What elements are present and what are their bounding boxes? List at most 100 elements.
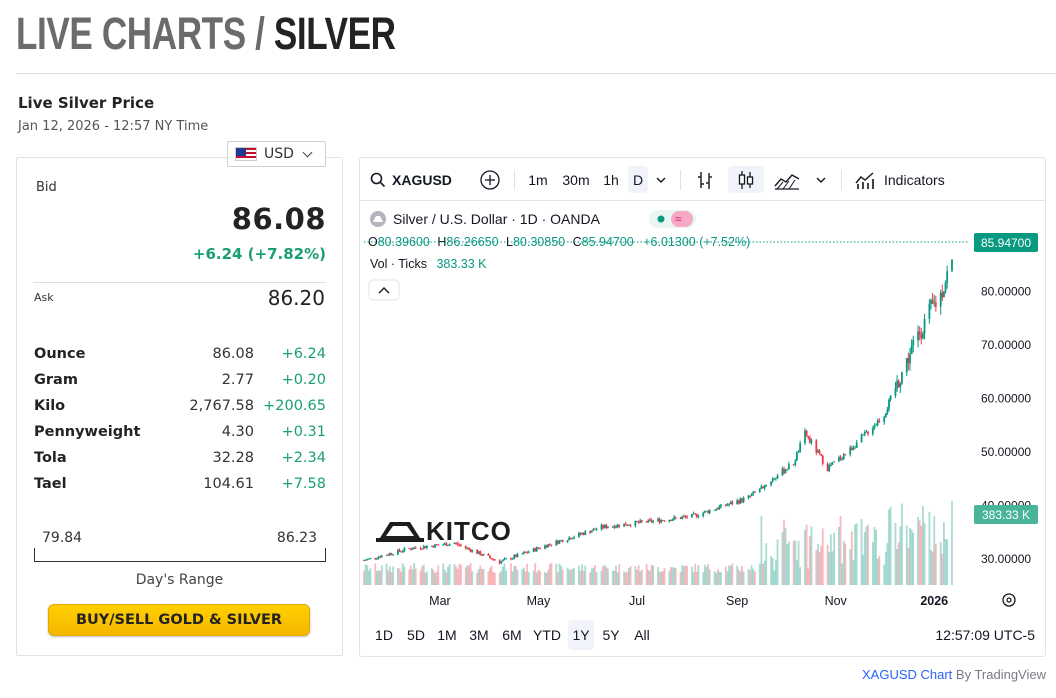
candle-body — [897, 380, 900, 388]
volume-bar — [424, 572, 427, 585]
candle-body — [841, 458, 844, 460]
range-5d[interactable]: 5D — [407, 627, 425, 643]
symbol-label: XAGUSD — [392, 171, 452, 188]
volume-bar — [841, 563, 844, 585]
range-ytd[interactable]: YTD — [533, 627, 561, 643]
candle-body — [566, 540, 569, 543]
page-title-metal: SILVER — [273, 8, 396, 59]
candle-body — [489, 555, 491, 558]
volume-bar — [500, 570, 503, 585]
candle-body — [716, 508, 719, 510]
unit-price: 86.08 — [212, 346, 254, 362]
range-1d[interactable]: 1D — [375, 627, 393, 643]
volume-bar — [750, 565, 753, 585]
buy-sell-button[interactable]: BUY/SELL GOLD & SILVER — [48, 604, 310, 636]
candle-body — [432, 545, 435, 548]
interval-d[interactable]: D — [628, 166, 648, 193]
range-6m[interactable]: 6M — [502, 627, 522, 643]
unit-price: 32.28 — [212, 450, 254, 466]
unit-price: 2,767.58 — [189, 398, 254, 414]
candle-body — [850, 447, 853, 451]
candle-body — [821, 455, 824, 464]
volume-bar — [862, 554, 865, 585]
collapse-legend-button[interactable] — [368, 279, 400, 301]
settings-button[interactable] — [1002, 593, 1016, 607]
range-5y[interactable]: 5Y — [602, 627, 620, 643]
volume-bar — [933, 516, 936, 585]
range-all[interactable]: All — [634, 627, 650, 643]
chart-style-dropdown[interactable] — [810, 166, 832, 193]
volume-bar — [471, 571, 474, 585]
volume-bar — [605, 567, 608, 585]
candle-body — [634, 520, 637, 526]
candle-body — [815, 440, 818, 453]
candle-body — [718, 506, 721, 510]
indicators-button[interactable]: Indicators — [850, 166, 960, 193]
range-1m[interactable]: 1M — [437, 627, 457, 643]
candle-body — [674, 516, 677, 518]
volume-bar — [647, 569, 650, 585]
candle-body — [679, 517, 682, 519]
volume-bar — [558, 563, 561, 585]
candle-body — [364, 560, 367, 561]
volume-bar — [487, 571, 490, 585]
chevron-down-icon — [302, 147, 313, 157]
volume-bar — [547, 569, 550, 585]
chevron-up-icon — [378, 287, 390, 294]
compare-symbol-button[interactable] — [475, 166, 505, 193]
candle-body — [649, 519, 651, 521]
candle-body — [875, 424, 877, 426]
interval-dropdown[interactable] — [650, 166, 672, 193]
volume-bar — [694, 563, 697, 585]
interval-30m[interactable]: 30m — [562, 171, 590, 188]
candlestick-series — [363, 258, 953, 565]
candle-body — [602, 524, 604, 528]
range-3m[interactable]: 3M — [469, 627, 489, 643]
volume-bar — [437, 565, 440, 585]
candle-body — [896, 380, 898, 389]
tradingview-attribution[interactable]: XAGUSD Chart By TradingView — [862, 667, 1046, 682]
volume-bar — [876, 558, 879, 585]
volume-bar — [413, 563, 415, 585]
candle-body — [505, 558, 508, 560]
candle-body — [826, 463, 829, 471]
volume-bar — [770, 556, 772, 585]
volume-bar — [510, 563, 512, 585]
interval-1m[interactable]: 1m — [528, 171, 548, 188]
area-style-button[interactable] — [770, 166, 804, 193]
volume-bar — [482, 568, 485, 585]
symbol-search[interactable]: XAGUSD — [366, 166, 456, 193]
volume-bar — [818, 551, 821, 585]
volume-bar — [681, 565, 684, 585]
unit-name: Gram — [34, 372, 78, 388]
candle-body — [786, 469, 789, 471]
volume-bar — [896, 549, 898, 585]
candle-body — [367, 558, 370, 560]
candle-body — [532, 548, 535, 552]
price-axis-label: 30.00000 — [981, 552, 1031, 566]
volume-bar — [784, 528, 787, 585]
chart-widget: XAGUSD 1m 30m 1h D — [359, 157, 1046, 657]
candle-body — [380, 555, 383, 558]
candle-body — [498, 560, 501, 564]
unit-row-tael: Tael 104.61 +7.58 — [34, 471, 326, 497]
candle-body — [379, 556, 382, 558]
volume-bar — [860, 518, 863, 585]
candle-body — [763, 485, 766, 489]
candle-body — [623, 523, 625, 527]
price-chart[interactable]: 90.0000080.0000070.0000060.0000050.00000… — [360, 202, 1045, 612]
interval-1h[interactable]: 1h — [603, 171, 619, 188]
volume-bar — [660, 571, 663, 585]
currency-select[interactable]: USD — [227, 141, 326, 167]
range-1y[interactable]: 1Y — [568, 620, 594, 650]
candle-body — [409, 548, 412, 550]
candle-body — [695, 513, 698, 517]
candle-body — [392, 554, 394, 556]
volume-bar — [516, 569, 519, 585]
kitco-watermark: KITCO — [376, 516, 511, 546]
attribution-link[interactable]: XAGUSD Chart — [861, 667, 953, 682]
chart-clock[interactable]: 12:57:09 UTC-5 — [935, 627, 1035, 643]
candles-style-button[interactable] — [728, 166, 764, 193]
bar-style-button[interactable] — [690, 166, 720, 193]
candle-body — [479, 551, 482, 556]
